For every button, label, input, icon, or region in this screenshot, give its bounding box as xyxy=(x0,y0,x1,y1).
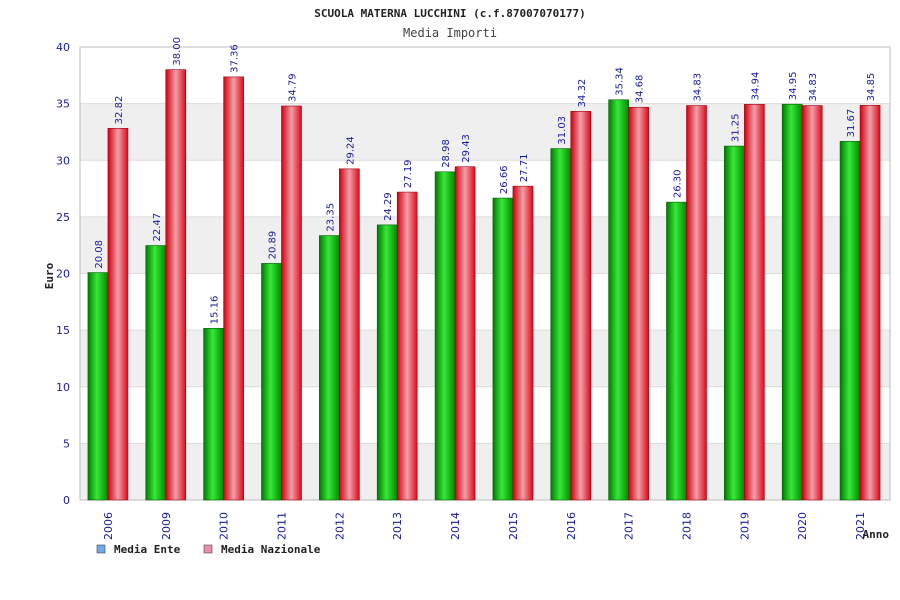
x-tick-label: 2018 xyxy=(681,512,694,540)
bar-media-nazionale xyxy=(107,128,129,501)
bar-media-nazionale xyxy=(454,166,476,501)
y-tick-label: 30 xyxy=(56,154,70,167)
data-label: 20.89 xyxy=(268,231,279,260)
legend: Media Ente Media Nazionale xyxy=(96,543,321,556)
x-tick-label: 2021 xyxy=(854,512,867,540)
data-label: 31.67 xyxy=(846,109,857,138)
bar-media-nazionale xyxy=(859,105,881,501)
y-tick-label: 10 xyxy=(56,381,70,394)
data-label: 34.94 xyxy=(750,72,761,101)
bar-media-ente xyxy=(781,103,803,501)
bar-labels: 20.08 32.82 22.47 38.00 15.16 37.36 20.89 34.79… xyxy=(94,37,877,324)
data-label: 34.95 xyxy=(788,72,799,101)
data-label: 34.79 xyxy=(288,73,299,102)
legend-label: Media Ente xyxy=(114,543,181,556)
y-tick-label: 0 xyxy=(63,494,70,507)
data-label: 34.85 xyxy=(866,73,877,102)
bar-media-nazionale xyxy=(339,168,360,501)
bar-media-ente xyxy=(608,99,629,501)
bar-media-ente xyxy=(145,245,167,501)
data-label: 20.08 xyxy=(94,240,105,269)
plot-area xyxy=(79,46,891,501)
chart-subtitle: Media Importi xyxy=(403,26,497,40)
x-tick-label: 2015 xyxy=(507,512,520,540)
y-tick-label: 5 xyxy=(63,437,70,450)
bar-media-nazionale xyxy=(628,106,649,501)
chart-title: SCUOLA MATERNA LUCCHINI (c.f.87007070177… xyxy=(314,7,586,20)
y-axis: 0 5 10 15 20 25 30 35 40 xyxy=(56,41,70,507)
legend-swatch-media-nazionale xyxy=(203,544,213,554)
x-tick-label: 2010 xyxy=(218,512,231,540)
x-tick-label: 2017 xyxy=(623,512,636,540)
bar-media-ente xyxy=(319,235,340,501)
bar-media-nazionale xyxy=(165,69,187,501)
y-tick-label: 40 xyxy=(56,41,70,54)
data-label: 22.47 xyxy=(152,213,163,242)
bar-media-ente xyxy=(261,263,282,501)
grid-band xyxy=(80,443,890,500)
bar-media-ente xyxy=(492,197,514,501)
bar-media-nazionale xyxy=(512,185,534,501)
data-label: 23.35 xyxy=(325,203,336,232)
y-tick-label: 35 xyxy=(56,98,70,111)
legend-swatch-media-ente xyxy=(96,544,106,554)
data-label: 37.36 xyxy=(230,44,241,73)
data-label: 38.00 xyxy=(172,37,183,66)
bar-media-nazionale xyxy=(396,191,418,501)
data-label: 34.83 xyxy=(808,73,819,102)
data-label: 15.16 xyxy=(210,296,221,325)
bar-media-nazionale xyxy=(281,105,302,501)
bar-media-ente xyxy=(434,171,456,501)
bar-media-nazionale xyxy=(570,111,592,501)
x-tick-label: 2009 xyxy=(160,512,173,540)
data-label: 24.29 xyxy=(383,192,394,221)
x-tick-label: 2012 xyxy=(333,512,346,540)
data-label: 34.83 xyxy=(693,73,704,102)
x-tick-label: 2016 xyxy=(565,512,578,540)
data-label: 29.24 xyxy=(345,136,356,165)
data-label: 31.03 xyxy=(557,116,568,145)
data-label: 27.19 xyxy=(403,159,414,188)
y-tick-label: 15 xyxy=(56,324,70,337)
x-tick-label: 2011 xyxy=(276,512,289,540)
bar-media-ente xyxy=(839,141,861,501)
x-axis-title: Anno xyxy=(863,528,890,541)
data-label: 27.71 xyxy=(519,154,530,183)
data-label: 31.25 xyxy=(730,113,741,142)
data-label: 28.98 xyxy=(441,139,452,168)
grid-band xyxy=(80,330,890,387)
bar-media-ente xyxy=(550,148,572,501)
grid-band xyxy=(80,216,890,274)
bar-media-ente xyxy=(203,328,224,501)
data-label: 29.43 xyxy=(461,134,472,163)
legend-label: Media Nazionale xyxy=(221,543,321,556)
x-tick-label: 2014 xyxy=(449,512,462,540)
data-label: 26.30 xyxy=(673,170,684,199)
bar-media-nazionale xyxy=(801,105,823,501)
bar-media-ente xyxy=(87,272,109,501)
bar-media-ente xyxy=(724,145,745,501)
data-label: 26.66 xyxy=(499,165,510,194)
x-tick-label: 2019 xyxy=(738,512,751,540)
x-tick-label: 2020 xyxy=(796,512,809,540)
x-tick-label: 2013 xyxy=(391,512,404,540)
y-tick-label: 25 xyxy=(56,211,70,224)
bar-media-nazionale xyxy=(223,76,244,501)
data-label: 32.82 xyxy=(114,96,125,125)
bar-media-nazionale xyxy=(686,105,707,501)
y-tick-label: 20 xyxy=(56,268,70,281)
y-axis-title: Euro xyxy=(43,262,56,289)
x-axis: 2006 2009 2010 2011 2012 2013 2014 2015 2016 2017… xyxy=(102,512,867,540)
bar-media-ente xyxy=(666,201,687,501)
bar-media-nazionale xyxy=(744,104,765,501)
plot-frame xyxy=(79,46,891,501)
bars xyxy=(87,69,881,501)
x-tick-label: 2006 xyxy=(102,512,115,540)
bar-media-ente xyxy=(376,224,398,501)
data-label: 34.68 xyxy=(635,75,646,104)
grid-band xyxy=(80,103,890,161)
data-label: 35.34 xyxy=(615,67,626,96)
data-label: 34.32 xyxy=(577,79,588,108)
